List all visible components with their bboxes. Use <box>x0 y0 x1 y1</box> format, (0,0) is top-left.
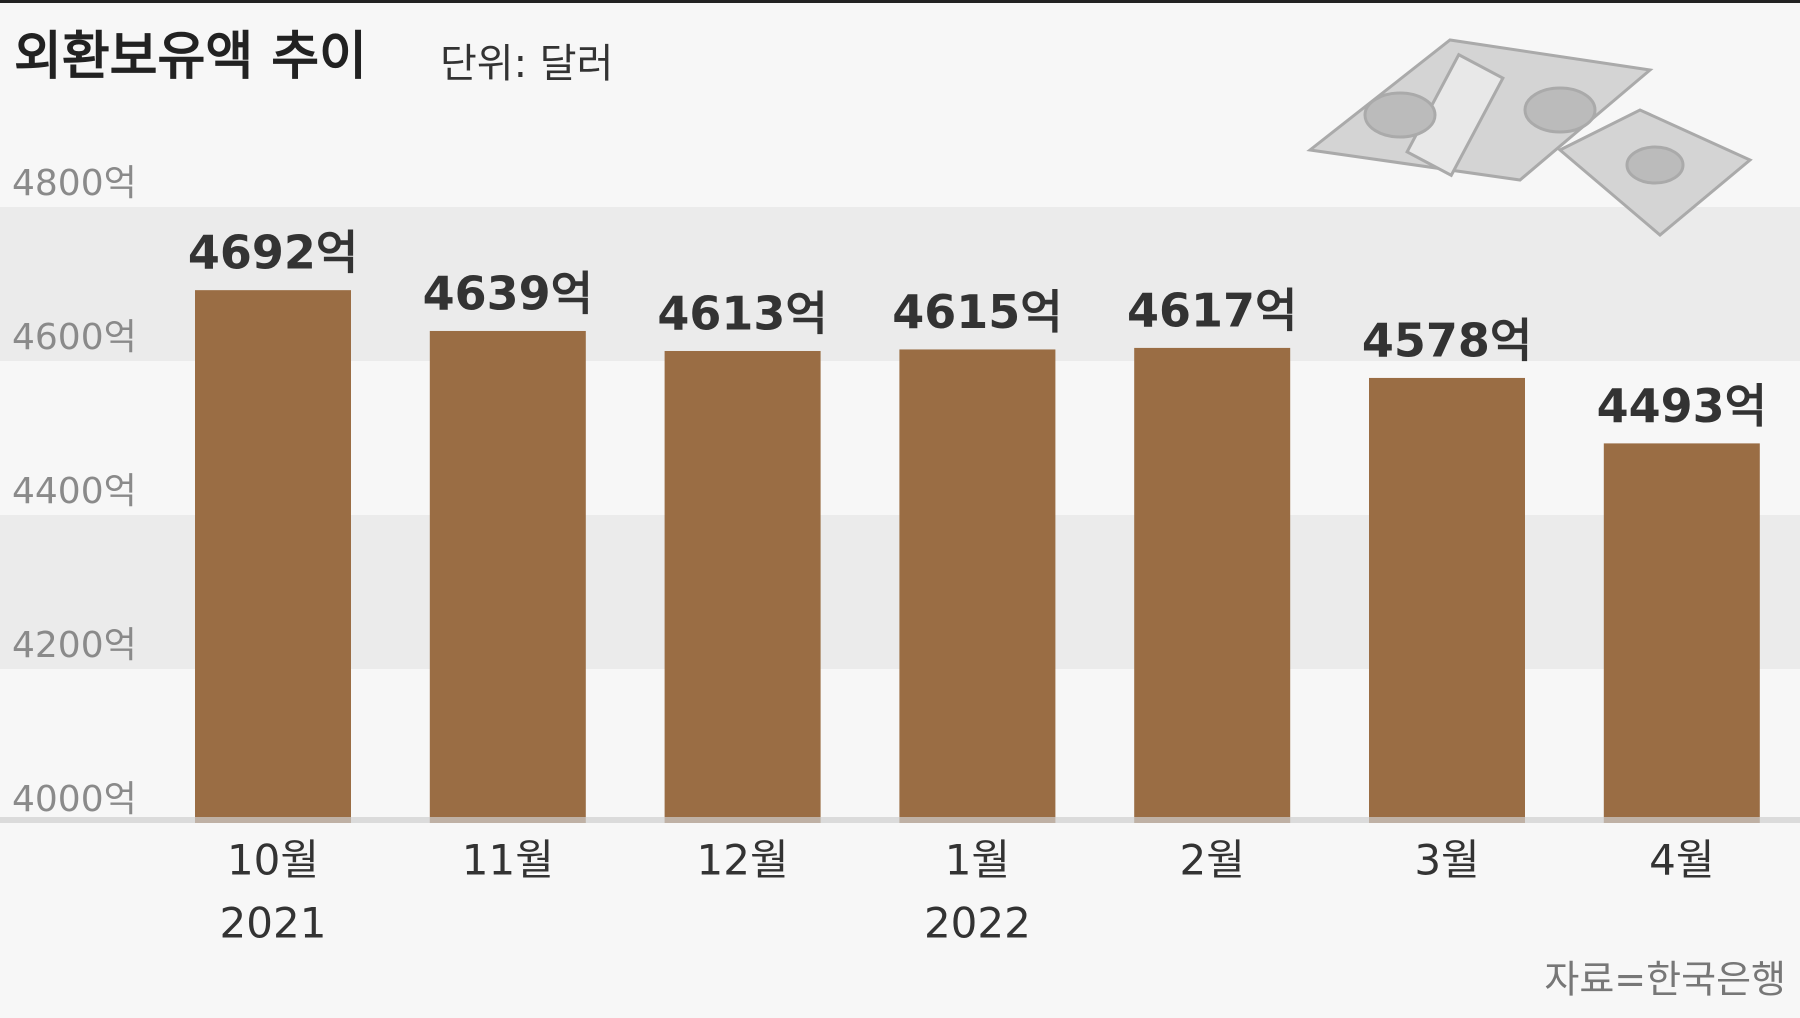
value-label: 4615억 <box>892 285 1062 339</box>
bar <box>195 290 351 823</box>
bar <box>429 330 586 823</box>
top-rule <box>0 0 1800 3</box>
chart-title: 외환보유액 추이 <box>14 27 367 87</box>
x-tick-label: 10월 <box>227 836 319 885</box>
x-year-label: 2021 <box>220 899 327 948</box>
x-tick-label: 4월 <box>1649 836 1714 885</box>
value-label: 4493억 <box>1597 379 1767 433</box>
y-tick-label: 4600억 <box>12 317 137 358</box>
bar <box>899 349 1056 823</box>
value-label: 4617억 <box>1127 283 1297 337</box>
bar <box>1603 443 1760 823</box>
value-label: 4613억 <box>657 286 827 340</box>
value-label: 4578억 <box>1362 313 1532 367</box>
baseline-shadow <box>0 817 1800 823</box>
value-label: 4692억 <box>188 226 358 280</box>
x-tick-label: 1월 <box>945 836 1010 885</box>
source: 자료=한국은행 <box>1544 958 1786 1002</box>
bar <box>1134 347 1291 823</box>
x-tick-label: 11월 <box>462 836 554 885</box>
x-tick-label: 12월 <box>697 836 789 885</box>
chart-subtitle: 단위: 달러 <box>440 41 613 87</box>
money-icon <box>1306 38 1753 237</box>
x-year-label: 2022 <box>924 899 1031 948</box>
x-tick-label: 3월 <box>1414 836 1479 885</box>
y-tick-label: 4200억 <box>12 625 137 666</box>
y-tick-label: 4800억 <box>12 163 137 204</box>
y-tick-label: 4400억 <box>12 471 137 512</box>
bar <box>1369 377 1525 823</box>
bar <box>664 350 821 823</box>
x-tick-label: 2월 <box>1180 836 1245 885</box>
value-label: 4639억 <box>423 266 593 320</box>
y-tick-label: 4000억 <box>12 779 137 820</box>
